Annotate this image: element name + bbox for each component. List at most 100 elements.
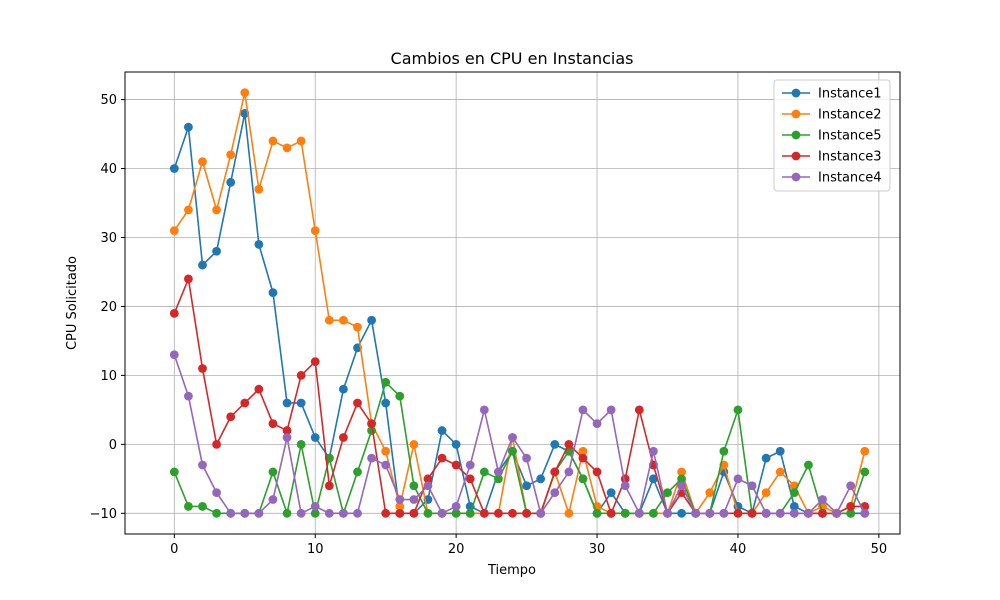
data-point [282, 508, 292, 518]
data-point [508, 433, 517, 442]
data-point [324, 315, 334, 325]
data-point [395, 508, 405, 518]
data-point [860, 446, 870, 456]
data-point [296, 136, 306, 146]
data-point [212, 439, 221, 449]
data-point [649, 508, 658, 518]
data-point [606, 488, 616, 498]
data-point [282, 398, 292, 408]
data-point [184, 274, 193, 284]
data-point [536, 508, 546, 518]
data-point [691, 508, 701, 518]
data-point [747, 481, 757, 491]
data-point [423, 508, 433, 518]
legend-marker [791, 172, 801, 182]
data-point [169, 164, 179, 173]
data-point [409, 495, 419, 504]
legend-marker [791, 130, 801, 140]
data-point [254, 384, 264, 394]
data-point [240, 508, 250, 518]
data-point [775, 467, 785, 477]
data-point [832, 508, 841, 518]
data-point [381, 377, 391, 387]
data-point [198, 260, 207, 270]
data-point [310, 502, 320, 511]
data-point [761, 488, 771, 498]
data-point [169, 308, 179, 318]
data-point [705, 508, 715, 518]
data-point [212, 246, 221, 256]
legend-item: Instance2 [782, 108, 882, 123]
data-point [367, 453, 376, 463]
chart-title: Cambios en CPU en Instancias [391, 49, 634, 68]
data-point [508, 446, 517, 456]
data-point [423, 474, 433, 484]
data-point [465, 508, 475, 518]
data-point [804, 460, 813, 470]
data-point [747, 508, 757, 518]
data-point [649, 446, 658, 456]
series-instance4 [169, 350, 870, 518]
data-point [198, 364, 207, 373]
y-tick-label: 30 [100, 231, 117, 246]
data-point [409, 439, 419, 449]
data-point [339, 315, 348, 325]
data-point [268, 136, 278, 146]
data-point [564, 439, 574, 449]
data-point [212, 488, 221, 498]
data-point [282, 143, 292, 153]
data-point [169, 350, 179, 360]
data-point [550, 467, 560, 477]
data-point [775, 446, 785, 456]
data-point [789, 502, 799, 511]
data-point [677, 474, 686, 484]
x-tick-label: 20 [448, 542, 465, 557]
data-point [465, 474, 475, 484]
data-point [254, 184, 264, 194]
x-axis-label: Tiempo [487, 563, 536, 578]
data-point [310, 226, 320, 235]
data-point [240, 88, 250, 98]
y-tick-label: 20 [100, 300, 117, 315]
legend-item: Instance4 [782, 171, 882, 186]
data-point [451, 439, 461, 449]
data-point [353, 467, 362, 477]
data-point [818, 495, 827, 504]
data-point [860, 467, 870, 477]
y-tick-label: −10 [90, 507, 117, 522]
legend-item: Instance5 [782, 129, 882, 144]
y-tick-label: 40 [100, 162, 117, 177]
legend-label: Instance2 [818, 108, 882, 123]
data-point [564, 467, 574, 477]
data-point [184, 205, 193, 215]
data-point [339, 384, 348, 394]
data-point [324, 508, 334, 518]
data-point [846, 502, 856, 511]
data-point [381, 398, 391, 408]
data-point [437, 453, 447, 463]
data-point [592, 419, 602, 429]
data-point [550, 439, 560, 449]
data-point [719, 446, 729, 456]
data-point [212, 205, 221, 215]
data-point [677, 481, 686, 491]
data-point [620, 508, 630, 518]
data-point [578, 453, 588, 463]
data-point [846, 481, 856, 491]
data-point [395, 391, 405, 401]
data-point [409, 481, 419, 491]
legend-label: Instance1 [818, 87, 882, 102]
data-point [789, 508, 799, 518]
data-point [578, 405, 588, 415]
data-point [705, 488, 715, 498]
data-point [353, 398, 362, 408]
data-point [169, 226, 179, 235]
data-point [564, 508, 574, 518]
legend-label: Instance3 [818, 150, 882, 165]
data-point [310, 357, 320, 367]
data-point [550, 488, 560, 498]
data-point [212, 508, 221, 518]
data-point [395, 502, 405, 511]
data-point [451, 508, 461, 518]
data-point [465, 460, 475, 470]
